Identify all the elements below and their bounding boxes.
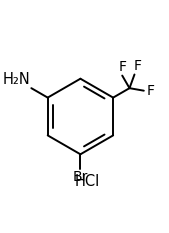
Text: HCl: HCl: [75, 174, 100, 189]
Text: Br: Br: [73, 170, 88, 184]
Text: H₂N: H₂N: [2, 72, 30, 87]
Text: F: F: [147, 84, 155, 98]
Text: F: F: [118, 60, 126, 74]
Text: F: F: [133, 59, 141, 73]
